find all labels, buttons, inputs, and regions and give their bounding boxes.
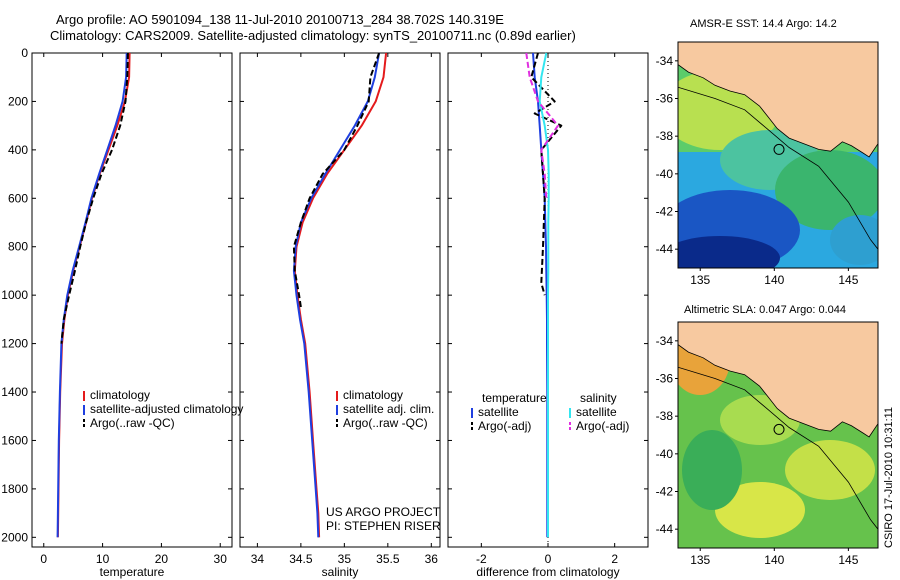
map-x-tick-label: 145 — [838, 273, 858, 287]
ocean-field — [775, 150, 878, 230]
sla-map-title: Altimetric SLA: 0.047 Argo: 0.044 — [684, 304, 847, 316]
y-tick-label: 2000 — [1, 530, 28, 544]
map-x-tick-label: 140 — [764, 273, 784, 287]
ocean-field — [715, 482, 805, 538]
profile-title: Argo profile: AO 5901094_138 11-Jul-2010… — [56, 12, 504, 27]
x-tick-label: 34.5 — [289, 552, 313, 566]
series-line-salinity-satellite — [538, 52, 550, 538]
x-tick-label: 35 — [338, 552, 352, 566]
difference-xlabel: difference from climatology — [476, 565, 619, 579]
shelf-contour — [678, 86, 878, 250]
ocean-field — [678, 236, 780, 268]
salinity-axes-frame — [239, 52, 441, 548]
salinity-xlabel: salinity — [322, 565, 359, 579]
map-y-tick-label: -34 — [656, 334, 674, 348]
x-tick-label: 20 — [155, 552, 169, 566]
map-y-tick-label: -36 — [656, 372, 674, 386]
y-tick-label: 1800 — [1, 482, 28, 496]
map-x-tick-label: 135 — [690, 553, 710, 567]
ocean-field — [830, 215, 878, 265]
sla-map-field — [678, 322, 878, 548]
y-tick-label: 1200 — [1, 337, 28, 351]
map-y-tick-label: -38 — [656, 409, 674, 423]
x-tick-label: 0 — [545, 552, 552, 566]
y-tick-label: 1000 — [1, 288, 28, 302]
series-line-satellite-adj-clim- — [292, 52, 381, 538]
y-tick-label: 800 — [8, 240, 28, 254]
x-tick-label: 0 — [40, 552, 47, 566]
y-tick-label: 400 — [8, 143, 28, 157]
x-tick-label: 2 — [611, 552, 618, 566]
land-mass — [678, 322, 878, 438]
legend-entry: Argo(..raw -QC) — [90, 416, 175, 430]
sst-map-title: AMSR-E SST: 14.4 Argo: 14.2 — [690, 18, 837, 30]
ocean-field — [682, 430, 742, 510]
map-x-tick-label: 145 — [838, 553, 858, 567]
x-tick-label: 35.5 — [376, 552, 400, 566]
project-annotation: US ARGO PROJECT — [326, 505, 441, 519]
x-tick-label: 30 — [214, 552, 228, 566]
legend-entry: satellite adj. clim. — [343, 402, 434, 416]
temperature-xlabel: temperature — [100, 565, 165, 579]
sla-map: -34 -36 -38 -40 -42 -44 135 140 145 — [656, 321, 879, 567]
series-line-argo-raw-qc- — [292, 52, 381, 308]
argo-profile-marker — [773, 143, 785, 155]
sst-map-field — [678, 42, 878, 268]
legend-heading: salinity — [580, 391, 617, 405]
map-y-tick-label: -42 — [656, 485, 674, 499]
legend-entry: satellite-adjusted climatology — [90, 402, 243, 416]
map-y-tick-label: -34 — [656, 54, 674, 68]
map-x-tick-label: 140 — [764, 553, 784, 567]
shelf-contour — [678, 366, 878, 530]
temperature-panel: 0 200 400 600 800 1000 1200 1400 1600 1800 2000 0 10… — [1, 46, 243, 579]
map-y-tick-label: -42 — [656, 205, 674, 219]
argo-profile-marker — [773, 423, 785, 435]
series-line-satellite-adjusted-climatology — [56, 52, 128, 538]
legend-entry: Argo(-adj) — [576, 419, 629, 433]
ocean-field — [785, 440, 875, 500]
x-tick-label: -2 — [476, 552, 487, 566]
map-y-tick-label: -44 — [656, 242, 674, 256]
series-line-climatology — [56, 52, 131, 538]
sst-map-frame — [677, 41, 879, 269]
x-tick-label: 36 — [425, 552, 439, 566]
legend-entry: Argo(-adj) — [478, 419, 531, 433]
y-tick-label: 200 — [8, 94, 28, 108]
sst-map: -34 -36 -38 -40 -42 -44 135 140 145 — [656, 41, 879, 287]
map-y-tick-label: -36 — [656, 92, 674, 106]
salinity-panel: 34 34.5 35 35.5 36 salinity climatologysatelli… — [239, 52, 441, 579]
map-y-tick-label: -40 — [656, 447, 674, 461]
x-tick-label: 34 — [251, 552, 265, 566]
legend-entry: satellite — [576, 405, 617, 419]
temperature-axes-frame — [31, 52, 233, 548]
y-tick-label: 600 — [8, 191, 28, 205]
legend-heading: temperature — [482, 391, 547, 405]
series-line-argo-raw-qc- — [60, 52, 129, 344]
y-tick-label: 1600 — [1, 433, 28, 447]
legend-entry: satellite — [478, 405, 519, 419]
y-tick-label: 1400 — [1, 385, 28, 399]
sla-map-frame — [677, 321, 879, 549]
map-y-tick-label: -38 — [656, 129, 674, 143]
climatology-title: Climatology: CARS2009. Satellite-adjuste… — [50, 28, 576, 43]
series-line-temperature-argo-adj- — [530, 52, 563, 296]
series-line-climatology — [293, 52, 388, 538]
legend-entry: climatology — [343, 388, 403, 402]
land-mass — [678, 42, 878, 158]
project-annotation: PI: STEPHEN RISER — [326, 519, 441, 533]
map-x-tick-label: 135 — [690, 273, 710, 287]
series-line-salinity-argo-adj- — [525, 52, 559, 199]
map-y-tick-label: -40 — [656, 167, 674, 181]
y-tick-label: 0 — [21, 46, 28, 60]
legend-entry: climatology — [90, 388, 150, 402]
map-y-tick-label: -44 — [656, 522, 674, 536]
legend-entry: Argo(..raw -QC) — [343, 416, 428, 430]
x-tick-label: 10 — [96, 552, 110, 566]
